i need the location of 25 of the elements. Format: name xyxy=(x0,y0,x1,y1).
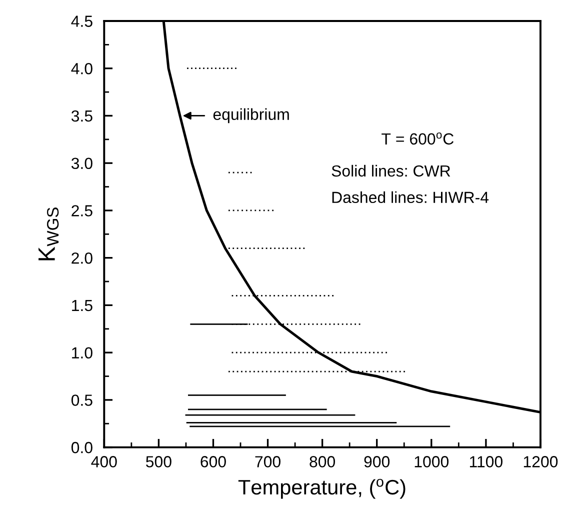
y-tick-label: 2.0 xyxy=(72,252,92,264)
y-tick-label: 4.5 xyxy=(71,16,92,27)
y-tick-label: 1.5 xyxy=(72,300,92,312)
x-axis-title: Temperature, ($^{o}$C) xyxy=(238,478,406,499)
annotation: T = 600$^{o}$C xyxy=(382,132,454,145)
x-tick-label: 1200 xyxy=(524,456,558,468)
y-tick-label: 2.5 xyxy=(72,205,92,216)
x-tick-label: 1100 xyxy=(470,456,502,468)
y-tick-label: 0.0 xyxy=(71,442,92,454)
x-tick-label: 900 xyxy=(364,456,390,468)
annotation: Solid lines: CWR xyxy=(332,164,450,177)
y-tick-label: 3.0 xyxy=(71,158,92,170)
y-axis-title: K$_{WGS}$ xyxy=(38,208,59,260)
y-tick-label: 0.5 xyxy=(71,394,92,406)
y-tick-label: 3.5 xyxy=(71,110,92,122)
x-tick-label: 400 xyxy=(91,456,117,468)
x-tick-label: 1000 xyxy=(414,456,449,468)
x-tick-label: 700 xyxy=(255,456,280,468)
x-tick-label: 600 xyxy=(200,456,226,468)
x-tick-label: 800 xyxy=(310,456,336,468)
x-tick-label: 500 xyxy=(146,456,172,468)
y-tick-label: 4.0 xyxy=(71,63,92,74)
annotation: equilibrium xyxy=(213,108,289,124)
annotation: Dashed lines: HIWR-4 xyxy=(332,191,489,204)
y-tick-label: 1.0 xyxy=(72,347,92,359)
